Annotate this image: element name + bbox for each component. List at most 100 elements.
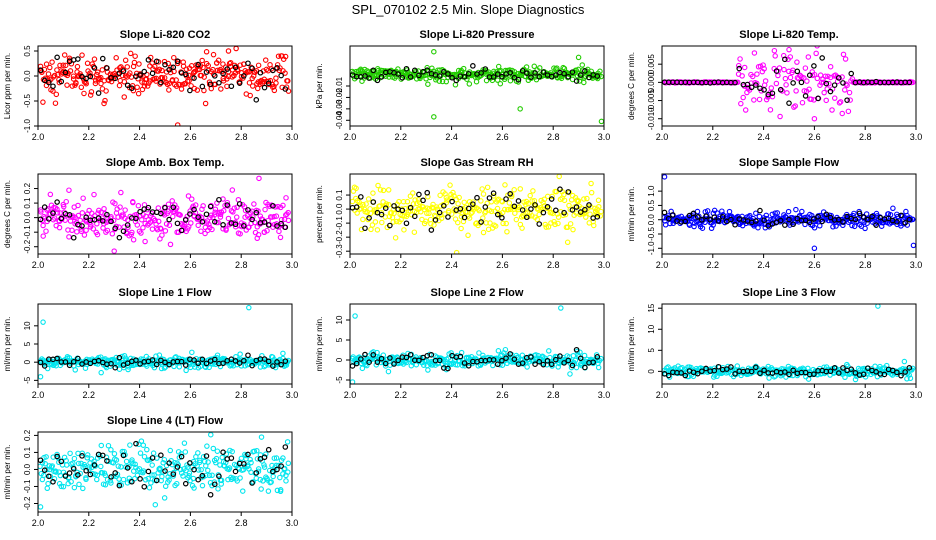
data-point-highlight [253, 97, 260, 103]
data-point-highlight [149, 70, 156, 77]
data-point [211, 479, 218, 485]
data-point-highlight [523, 70, 530, 76]
data-point-highlight [811, 216, 817, 222]
data-point [42, 461, 48, 467]
data-point-highlight [445, 71, 451, 77]
x-tick-label: 2.0 [656, 390, 669, 400]
data-point-highlight [187, 87, 193, 94]
panel-title: Slope Line 2 Flow [431, 287, 524, 299]
data-point [275, 203, 281, 210]
data-point [218, 477, 225, 484]
data-point [226, 60, 233, 67]
data-point [830, 224, 836, 230]
data-point [129, 229, 135, 236]
data-point [813, 50, 819, 57]
data-point [487, 220, 493, 226]
data-point-highlight [274, 223, 280, 229]
data-point-highlight [561, 209, 567, 216]
data-point-highlight [748, 368, 755, 375]
data-point-highlight [840, 219, 846, 225]
data-point-highlight [490, 74, 497, 80]
data-point [277, 474, 283, 481]
data-point-highlight [586, 202, 592, 208]
data-point [74, 469, 80, 476]
data-point [255, 231, 262, 238]
data-point [104, 227, 111, 234]
data-point-highlight [137, 361, 143, 367]
data-point [354, 210, 360, 216]
data-point [246, 80, 253, 86]
data-point [432, 213, 439, 220]
data-point [189, 349, 195, 356]
data-point [497, 80, 504, 87]
y-tick-label: -1.0 [647, 241, 656, 255]
data-point [534, 216, 541, 223]
data-point-highlight [540, 361, 547, 368]
data-point-highlight [461, 214, 468, 221]
data-point [273, 75, 279, 81]
data-point [772, 53, 778, 59]
data-point-highlight [257, 69, 264, 76]
data-point-highlight [457, 353, 464, 360]
data-point-highlight [236, 80, 243, 86]
data-point [364, 209, 370, 216]
data-point [84, 452, 91, 458]
data-point [69, 227, 75, 234]
data-point [476, 207, 482, 214]
data-point-highlight [715, 363, 722, 370]
data-point-highlight [191, 357, 197, 363]
data-point-highlight [170, 204, 177, 211]
data-point-highlight [232, 468, 239, 475]
data-point [80, 195, 86, 201]
data-point-highlight [282, 224, 289, 231]
data-point-highlight [827, 88, 834, 95]
data-point-highlight [786, 216, 792, 223]
data-point [791, 104, 797, 110]
data-point [67, 450, 73, 457]
data-point [199, 482, 206, 489]
data-point [135, 90, 142, 97]
plot-frame [349, 173, 605, 255]
data-point [462, 204, 469, 211]
data-point [805, 54, 812, 60]
x-tick-label: 2.8 [235, 518, 248, 528]
y-tick-label: -0.04 [335, 111, 344, 130]
data-point [43, 61, 50, 67]
data-point [208, 85, 215, 92]
data-point [159, 67, 165, 74]
data-point-highlight [761, 87, 767, 93]
data-point-highlight [261, 454, 268, 461]
y-tick-label: -5 [23, 376, 32, 384]
x-tick-label: 3.0 [910, 260, 923, 270]
data-point-highlight [865, 216, 871, 223]
data-point [285, 460, 292, 467]
data-point [438, 215, 445, 222]
x-tick-label: 2.4 [133, 390, 146, 400]
data-point [570, 353, 577, 359]
data-point-highlight [557, 353, 563, 359]
data-point-highlight [461, 74, 468, 80]
data-point [160, 460, 166, 466]
data-point [757, 63, 764, 69]
data-point-highlight [728, 364, 734, 370]
data-point [205, 459, 211, 465]
data-point-highlight [569, 362, 576, 369]
data-point [479, 186, 485, 192]
data-point-highlight [391, 361, 397, 367]
data-point [62, 62, 69, 69]
x-tick-label: 3.0 [598, 390, 611, 400]
data-point [209, 226, 215, 233]
data-point [555, 220, 561, 227]
data-point [466, 215, 473, 221]
data-point-highlight [182, 217, 189, 223]
data-point [831, 95, 838, 101]
data-point [141, 453, 148, 460]
data-point [148, 480, 154, 486]
x-tick-label: 2.0 [32, 518, 45, 528]
data-point-highlight [761, 367, 767, 374]
data-point [255, 466, 262, 472]
outlier-point [256, 175, 262, 182]
x-tick-label: 2.2 [395, 132, 408, 142]
data-point [847, 97, 853, 103]
data-point-highlight [216, 196, 222, 203]
